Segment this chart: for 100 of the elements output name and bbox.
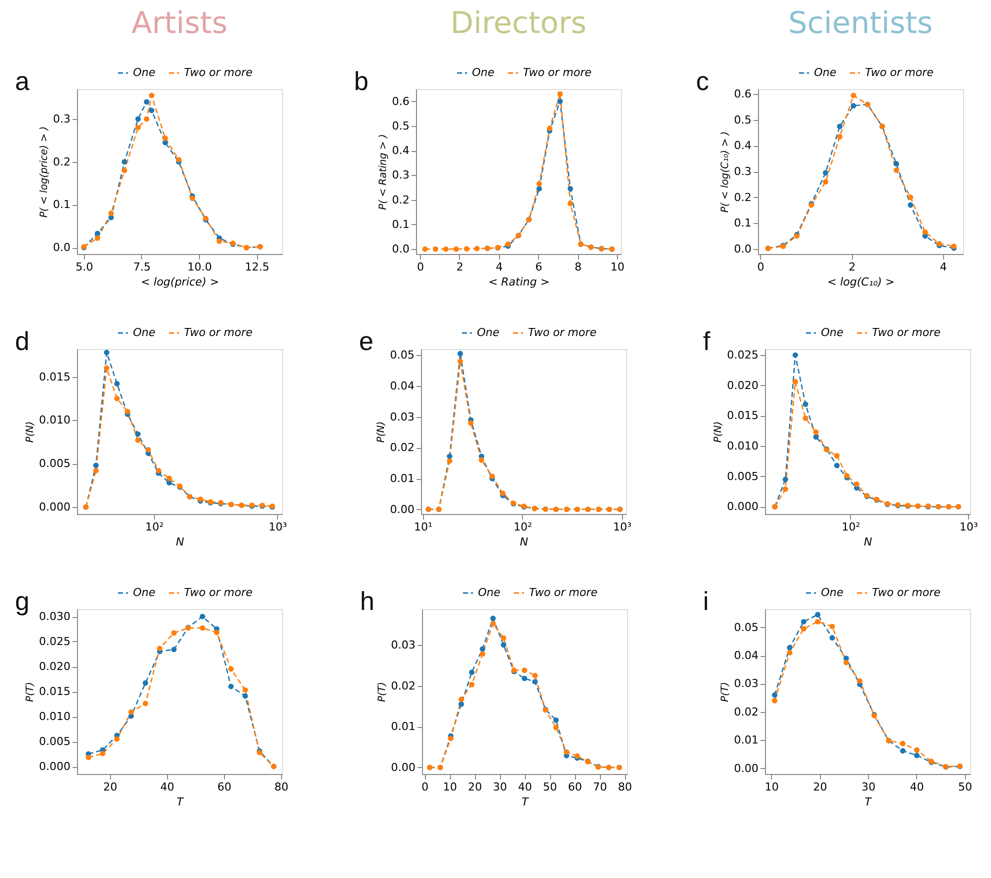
text: g xyxy=(15,586,30,616)
legend-label: Two or more xyxy=(872,586,941,599)
y-tick-label: 0.6 xyxy=(392,94,410,108)
point xyxy=(900,748,906,754)
legend-label: One xyxy=(821,326,844,339)
x-tick-label: 10³ xyxy=(960,520,978,534)
y-tick-label: 0.000 xyxy=(39,500,70,514)
x-tick-label: 80 xyxy=(618,780,632,794)
point xyxy=(156,468,162,474)
point xyxy=(782,486,788,492)
x-axis-title: T xyxy=(522,796,530,808)
x-tick-label: 80 xyxy=(274,780,288,794)
point xyxy=(813,429,819,435)
x-tick-label: 4 xyxy=(940,260,947,274)
text: f xyxy=(703,326,711,356)
x-tick-label: 5.0 xyxy=(76,260,94,274)
y-tick-label: 0.02 xyxy=(391,679,416,692)
point xyxy=(122,168,128,174)
point xyxy=(857,678,863,684)
point xyxy=(568,200,574,206)
y-tick-label: 0.5 xyxy=(392,119,410,132)
x-tick-label: 60 xyxy=(217,780,232,794)
point xyxy=(490,620,496,626)
y-tick-label: 0.5 xyxy=(734,113,752,126)
point xyxy=(922,229,928,235)
y-tick-label: 0.4 xyxy=(392,144,410,158)
point xyxy=(802,415,808,421)
x-axis-title: T xyxy=(176,796,185,808)
point xyxy=(145,447,151,452)
point xyxy=(432,246,438,252)
y-axis-title: P( < log(price) > ) xyxy=(39,126,50,218)
legend-label: Two or more xyxy=(184,66,253,79)
point xyxy=(468,420,474,426)
text: d xyxy=(15,326,30,356)
point xyxy=(843,660,849,666)
point xyxy=(458,696,464,702)
legend-label: One xyxy=(814,66,837,79)
y-tick-label: 0.025 xyxy=(39,635,70,648)
point xyxy=(190,196,196,202)
point xyxy=(443,246,449,252)
point xyxy=(469,670,474,676)
point xyxy=(214,630,220,636)
point xyxy=(144,116,150,122)
x-axis-title: < log(C₁₀) > xyxy=(827,276,895,288)
point xyxy=(480,646,486,652)
y-tick-label: 0.01 xyxy=(390,472,414,486)
y-tick-label: 0.1 xyxy=(392,218,410,231)
point xyxy=(536,186,542,192)
point xyxy=(448,736,454,742)
x-tick-label: 2 xyxy=(456,260,464,274)
y-tick-label: 0.030 xyxy=(39,610,70,623)
legend-label: Two or more xyxy=(528,326,597,339)
x-axis-title: N xyxy=(176,536,184,548)
point xyxy=(156,646,162,652)
y-tick-label: 0.010 xyxy=(39,710,70,723)
y-tick-label: 0.2 xyxy=(53,155,70,168)
y-axis-title: P( < log(C₁₀) > ) xyxy=(720,131,732,213)
legend-label: Two or more xyxy=(184,326,253,339)
x-tick-label: 40 xyxy=(518,780,532,794)
y-axis-title: P( < Rating > ) xyxy=(378,134,390,210)
point xyxy=(490,616,496,622)
point xyxy=(834,453,840,458)
point xyxy=(469,682,474,688)
y-axis-title: P(N) xyxy=(713,421,724,443)
point xyxy=(814,618,820,624)
point xyxy=(148,108,154,114)
text: e xyxy=(359,326,374,356)
x-tick-label: 10² xyxy=(145,520,164,534)
point xyxy=(128,709,134,715)
point xyxy=(908,202,914,208)
point xyxy=(500,642,506,648)
y-tick-label: 0.01 xyxy=(734,734,758,747)
x-tick-label: 6 xyxy=(535,260,542,274)
x-tick-label: 10² xyxy=(842,520,860,534)
x-axis-title: < log(price) > xyxy=(140,276,220,288)
x-tick-label: 20 xyxy=(813,780,828,794)
point xyxy=(772,692,778,698)
point xyxy=(458,701,464,707)
y-axis-title: P(T) xyxy=(25,682,36,702)
point xyxy=(166,480,172,486)
x-tick-label: 10.0 xyxy=(187,260,212,274)
point xyxy=(458,350,463,356)
point xyxy=(104,350,110,356)
point xyxy=(171,646,177,652)
x-tick-label: 10¹ xyxy=(414,520,432,534)
x-tick-label: 12.5 xyxy=(244,260,270,274)
x-tick-label: 40 xyxy=(160,780,174,794)
point xyxy=(568,186,574,192)
x-axis-title: T xyxy=(864,796,873,808)
x-tick-label: 7.5 xyxy=(133,260,151,274)
point xyxy=(782,476,788,482)
point xyxy=(474,246,480,252)
point xyxy=(914,752,920,758)
x-tick-label: 0 xyxy=(422,780,428,794)
point xyxy=(480,651,486,657)
y-tick-label: 0.00 xyxy=(390,502,414,516)
point xyxy=(114,381,120,386)
point xyxy=(122,159,128,165)
y-axis-title: P(N) xyxy=(25,421,36,443)
point xyxy=(124,408,130,414)
